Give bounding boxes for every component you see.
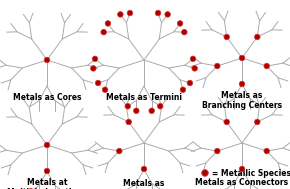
Circle shape — [155, 10, 161, 16]
Circle shape — [264, 63, 269, 69]
Circle shape — [224, 119, 229, 125]
Text: Metals as Termini: Metals as Termini — [106, 93, 182, 102]
Circle shape — [105, 21, 111, 26]
Circle shape — [141, 166, 147, 172]
Circle shape — [264, 148, 269, 154]
Text: Metals as
Branching Centers: Metals as Branching Centers — [202, 91, 282, 110]
Circle shape — [102, 87, 108, 93]
Circle shape — [92, 56, 98, 62]
Circle shape — [125, 103, 130, 109]
Circle shape — [90, 66, 96, 71]
Circle shape — [117, 148, 122, 154]
Text: Metals as
Transformation
Auxiliaries: Metals as Transformation Auxiliaries — [111, 179, 177, 189]
Circle shape — [190, 56, 196, 62]
Circle shape — [101, 29, 106, 35]
Circle shape — [215, 148, 220, 154]
Text: Metals as Cores: Metals as Cores — [13, 93, 81, 102]
Text: Metals as Connectors: Metals as Connectors — [195, 178, 289, 187]
Circle shape — [133, 108, 139, 114]
Text: = Metallic Species: = Metallic Species — [212, 169, 290, 177]
Circle shape — [165, 12, 171, 17]
Circle shape — [239, 166, 245, 172]
Circle shape — [117, 12, 123, 17]
Circle shape — [255, 34, 260, 40]
Circle shape — [187, 80, 193, 86]
Circle shape — [202, 170, 208, 176]
Circle shape — [192, 66, 197, 71]
Circle shape — [239, 55, 245, 61]
Circle shape — [127, 10, 133, 16]
Circle shape — [157, 103, 163, 109]
Circle shape — [177, 21, 183, 26]
Circle shape — [126, 119, 132, 125]
Circle shape — [149, 108, 155, 114]
Circle shape — [224, 34, 229, 40]
Circle shape — [95, 80, 101, 86]
Circle shape — [44, 168, 50, 174]
Circle shape — [44, 57, 50, 63]
Circle shape — [28, 188, 34, 189]
Circle shape — [180, 87, 186, 93]
Text: Metals at
Multiple Locations: Metals at Multiple Locations — [7, 178, 87, 189]
Circle shape — [239, 81, 245, 87]
Circle shape — [182, 29, 187, 35]
Circle shape — [255, 119, 260, 125]
Circle shape — [215, 63, 220, 69]
Circle shape — [44, 142, 50, 148]
